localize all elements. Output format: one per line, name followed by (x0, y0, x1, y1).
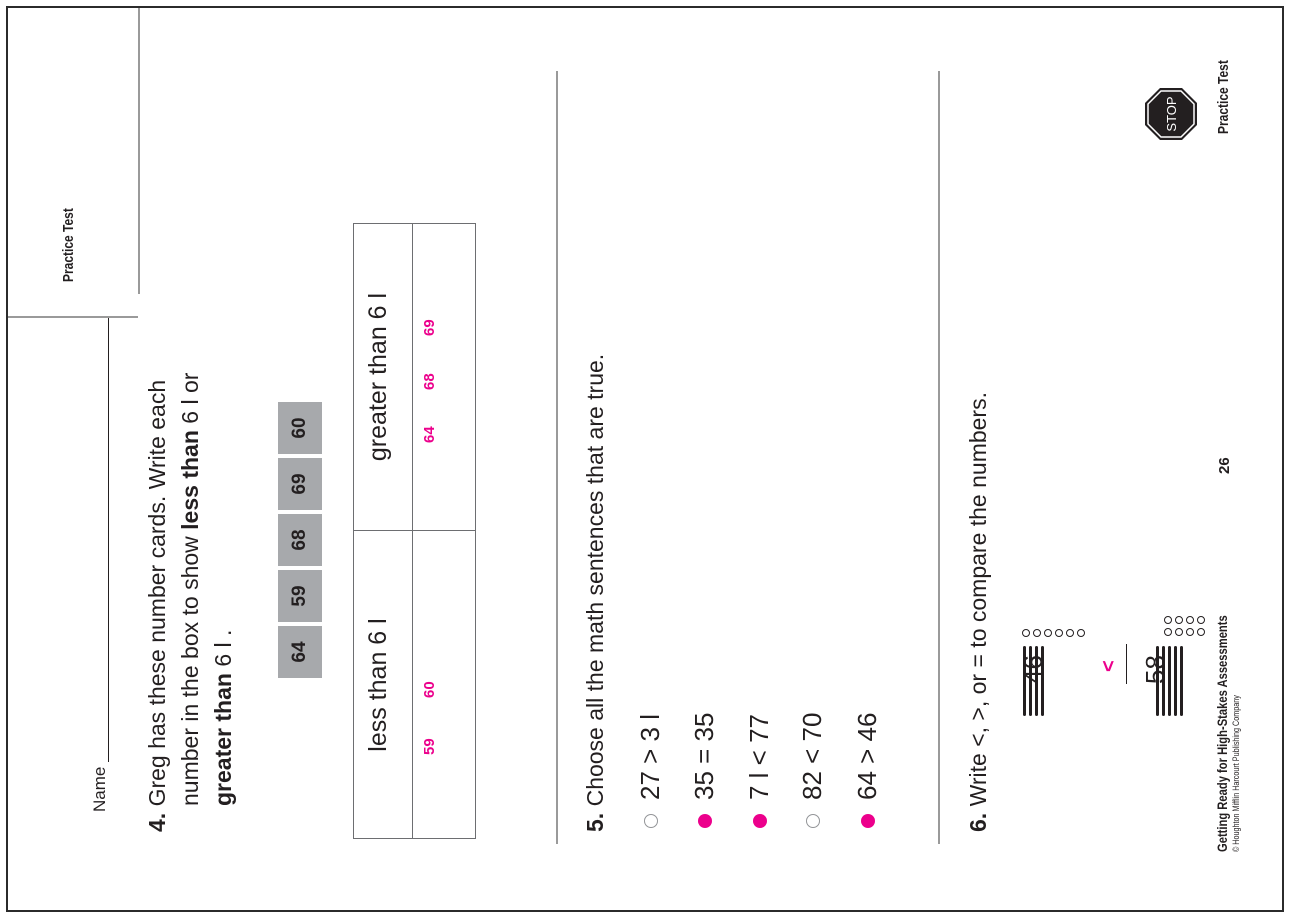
q5-option[interactable]: 35 = 35 (689, 713, 720, 828)
sort-table: less than 6 l greater than 6 l 59 60 64 … (353, 223, 476, 839)
less-than-answer-cell[interactable]: 59 60 (413, 532, 475, 838)
practice-test-footer: Practice Test (1215, 60, 1232, 134)
number-card: 68 (278, 514, 322, 566)
q4-text-1: Greg has these number cards. Write each (144, 379, 170, 807)
q5-number: 5. (582, 812, 608, 832)
answer-value: 68 (421, 373, 438, 390)
comparison-answer: < (1098, 660, 1120, 672)
name-write-line[interactable] (108, 317, 109, 762)
one-dot (1197, 616, 1205, 624)
q5-option[interactable]: 82 < 70 (797, 713, 828, 828)
answer-value: 59 (421, 738, 438, 755)
number-cards: 64 59 68 69 60 (278, 402, 322, 678)
rotated-page: Name Practice Test 4. Greg has these num… (8, 8, 1282, 910)
q4-number: 4. (144, 812, 170, 832)
number-card: 60 (278, 402, 322, 454)
q5-option[interactable]: 27 > 3 l (635, 714, 666, 828)
section-divider-1 (556, 71, 558, 844)
one-dot (1044, 629, 1052, 637)
answer-line (1126, 644, 1127, 684)
one-dot (1077, 629, 1085, 637)
radio-bubble-filled[interactable] (752, 814, 767, 828)
one-dot (1033, 629, 1041, 637)
one-dot (1175, 628, 1183, 636)
header-tab-divider (8, 316, 138, 318)
answer-value: 60 (421, 681, 438, 698)
q6-prompt-line: 6. Write <, >, or = to compare the numbe… (965, 392, 992, 832)
radio-bubble-empty[interactable] (643, 814, 658, 828)
number-card: 69 (278, 458, 322, 510)
ten-stick (1174, 646, 1177, 716)
ten-stick (1180, 646, 1183, 716)
header-tab-rule (138, 8, 140, 294)
page-number: 26 (1216, 457, 1233, 474)
q4-bold-greater: greater than (210, 673, 236, 806)
answer-value: 69 (421, 319, 438, 336)
one-dot (1186, 616, 1194, 624)
stop-label: STOP (1164, 96, 1179, 131)
less-than-header: less than 6 l (364, 618, 392, 752)
q4-bold-less: less than (177, 430, 203, 530)
q5-option[interactable]: 64 > 46 (852, 713, 883, 828)
q5-option[interactable]: 7 l < 77 (744, 714, 775, 828)
name-label: Name (90, 766, 109, 812)
radio-bubble-filled[interactable] (697, 814, 712, 828)
section-divider-2 (938, 71, 940, 844)
ones-dots-right (1164, 616, 1205, 636)
q4-line-3: greater than 6 l . (210, 629, 236, 806)
copyright-text: © Houghton Mifflin Harcourt Publishing C… (1231, 695, 1241, 852)
greater-than-header: greater than 6 l (364, 292, 392, 462)
one-dot (1164, 628, 1172, 636)
q5-prompt-line: 5. Choose all the math sentences that ar… (582, 354, 609, 832)
one-dot (1066, 629, 1074, 637)
number-card: 59 (278, 570, 322, 622)
number-card: 64 (278, 626, 322, 678)
radio-bubble-empty[interactable] (805, 814, 820, 828)
q6-number: 6. (965, 812, 991, 832)
q4-line-1: 4. Greg has these number cards. Write ea… (144, 380, 171, 832)
table-column-divider (354, 530, 475, 531)
practice-test-header: Practice Test (60, 208, 77, 282)
right-number: 58 (1140, 655, 1170, 684)
one-dot (1175, 616, 1183, 624)
q5-prompt: Choose all the math sentences that are t… (582, 353, 608, 807)
one-dot (1186, 628, 1194, 636)
book-title: Getting Ready for High-Stakes Assessment… (1214, 615, 1230, 852)
answer-value: 64 (421, 426, 438, 443)
radio-bubble-filled[interactable] (860, 814, 875, 828)
greater-than-answer-cell[interactable]: 64 68 69 (413, 224, 475, 530)
one-dot (1164, 616, 1172, 624)
one-dot (1197, 628, 1205, 636)
page-frame: Name Practice Test 4. Greg has these num… (6, 6, 1284, 912)
ones-dots-left (1022, 629, 1085, 637)
left-number: 46 (1018, 655, 1048, 684)
q6-prompt: Write <, >, or = to compare the numbers. (965, 392, 991, 807)
one-dot (1055, 629, 1063, 637)
q4-line-2: number in the box to show less than 6 l … (177, 372, 203, 806)
stop-sign-icon: STOP (1145, 88, 1197, 140)
comparison-answer-blank[interactable]: < (1072, 644, 1132, 684)
one-dot (1022, 629, 1030, 637)
